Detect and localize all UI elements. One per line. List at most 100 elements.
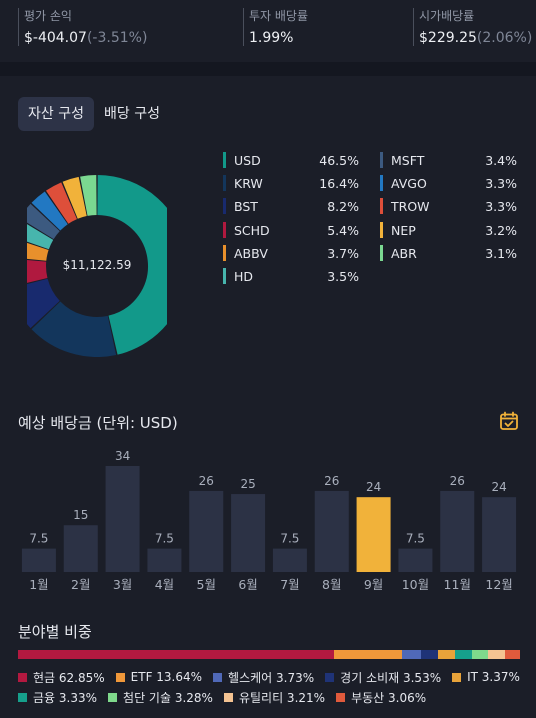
legend-swatch bbox=[223, 175, 226, 192]
sector-legend-item[interactable]: 첨단 기술 3.28% bbox=[108, 687, 213, 707]
sector-segment[interactable] bbox=[455, 650, 473, 659]
legend-swatch bbox=[223, 198, 226, 215]
stat-pnl-value: $-404.07(-3.51%) bbox=[24, 30, 147, 46]
bar-value-label: 24 bbox=[366, 480, 381, 494]
legend-swatch bbox=[223, 244, 226, 261]
bar-month-10[interactable] bbox=[398, 548, 433, 572]
donut-slice-abr[interactable] bbox=[80, 175, 98, 216]
legend-percent: 46.5% bbox=[319, 153, 359, 168]
sector-label: 헬스케어 3.73% bbox=[228, 670, 315, 685]
bar-month-9[interactable] bbox=[356, 497, 391, 572]
bar-month-2[interactable] bbox=[63, 525, 98, 572]
bar-value-label: 26 bbox=[199, 474, 214, 488]
sector-label: 현금 62.85% bbox=[33, 670, 105, 685]
sector-segment[interactable] bbox=[18, 650, 334, 659]
stat-market-yield-amount: $229.25 bbox=[419, 30, 477, 46]
month-tick-label: 6월 bbox=[238, 577, 257, 592]
bar-month-8[interactable] bbox=[314, 490, 349, 572]
donut-slice-schd[interactable] bbox=[27, 259, 48, 283]
donut-slice-hd[interactable] bbox=[27, 224, 54, 250]
bar-month-4[interactable] bbox=[147, 548, 182, 572]
sector-legend-item[interactable]: 현금 62.85% bbox=[18, 667, 105, 687]
bar-value-label: 26 bbox=[450, 474, 465, 488]
sector-legend-item[interactable]: 경기 소비재 3.53% bbox=[325, 667, 441, 687]
legend-item-avgo[interactable]: AVGO 3.3% bbox=[380, 174, 517, 197]
donut-slice-trow[interactable] bbox=[45, 182, 78, 225]
legend-item-msft[interactable]: MSFT 3.4% bbox=[380, 151, 517, 174]
sector-legend: 현금 62.85% ETF 13.64% 헬스케어 3.73% 경기 소비재 3.53… bbox=[18, 667, 528, 707]
donut-slice-msft[interactable] bbox=[27, 203, 61, 240]
month-tick-label: 5월 bbox=[197, 577, 216, 592]
legend-percent: 3.3% bbox=[485, 176, 517, 192]
sector-segment[interactable] bbox=[401, 650, 421, 659]
sector-legend-item[interactable]: ETF 13.64% bbox=[115, 667, 202, 687]
legend-name: KRW bbox=[234, 176, 263, 192]
sector-segment[interactable] bbox=[420, 650, 439, 659]
sector-legend-row: 금융 3.33% 첨단 기술 3.28% 유틸리티 3.21% 부동산 3.06% bbox=[18, 687, 528, 707]
bar-value-label: 7.5 bbox=[406, 532, 425, 546]
legend-item-abbv[interactable]: ABBV 3.7% bbox=[223, 244, 359, 267]
month-tick-label: 7월 bbox=[280, 577, 299, 592]
calendar-check-icon[interactable] bbox=[499, 411, 519, 431]
bar-value-label: 7.5 bbox=[155, 532, 174, 546]
donut-slice-abbv[interactable] bbox=[27, 242, 49, 262]
sector-swatch bbox=[325, 672, 335, 682]
legend-name: ABBV bbox=[234, 245, 268, 261]
donut-slice-krw[interactable] bbox=[31, 300, 117, 357]
month-tick-label: 3월 bbox=[113, 577, 132, 592]
legend-swatch bbox=[223, 221, 226, 238]
stat-market-yield-label: 시가배당률 bbox=[419, 9, 475, 23]
bar-month-5[interactable] bbox=[189, 490, 224, 572]
tab-asset-composition[interactable]: 자산 구성 bbox=[18, 97, 94, 131]
sector-segment[interactable] bbox=[438, 650, 456, 659]
legend-percent: 3.3% bbox=[485, 199, 517, 215]
bar-month-6[interactable] bbox=[231, 494, 266, 572]
donut-slice-bst[interactable] bbox=[27, 277, 61, 329]
legend-name: MSFT bbox=[391, 153, 425, 168]
legend-percent: 3.1% bbox=[485, 245, 517, 261]
sector-segment[interactable] bbox=[472, 650, 489, 659]
legend-item-schd[interactable]: SCHD 5.4% bbox=[223, 221, 359, 244]
tab-dividend-composition[interactable]: 배당 구성 bbox=[103, 106, 160, 122]
legend-percent: 3.5% bbox=[327, 268, 359, 284]
legend-item-hd[interactable]: HD 3.5% bbox=[223, 267, 359, 290]
donut-slice-usd[interactable] bbox=[96, 175, 167, 355]
legend-item-trow[interactable]: TROW 3.3% bbox=[380, 197, 517, 220]
bar-value-label: 15 bbox=[73, 508, 88, 522]
dividends-title: 예상 배당금 (단위: USD) bbox=[18, 414, 178, 432]
sector-swatch bbox=[223, 692, 233, 702]
legend-name: AVGO bbox=[391, 176, 427, 192]
stat-pnl-label: 평가 손익 bbox=[24, 9, 72, 23]
sector-label: 경기 소비재 3.53% bbox=[340, 670, 442, 685]
legend-item-nep[interactable]: NEP 3.2% bbox=[380, 221, 517, 244]
legend-swatch bbox=[223, 152, 226, 168]
sector-label: IT 3.37% bbox=[467, 670, 520, 684]
legend-item-bst[interactable]: BST 8.2% bbox=[223, 197, 359, 220]
legend-item-krw[interactable]: KRW 16.4% bbox=[223, 174, 359, 197]
bar-month-1[interactable] bbox=[21, 548, 56, 572]
legend-name: BST bbox=[234, 199, 258, 215]
sector-legend-item[interactable]: IT 3.37% bbox=[452, 667, 520, 687]
legend-name: USD bbox=[234, 153, 261, 168]
legend-swatch bbox=[380, 221, 383, 238]
legend-swatch bbox=[380, 198, 383, 215]
legend-item-abr[interactable]: ABR 3.1% bbox=[380, 244, 517, 267]
legend-percent: 8.2% bbox=[327, 199, 359, 215]
sector-legend-item[interactable]: 유틸리티 3.21% bbox=[223, 687, 325, 707]
bar-month-11[interactable] bbox=[440, 490, 475, 572]
sector-swatch bbox=[18, 672, 27, 682]
bar-month-7[interactable] bbox=[272, 548, 307, 572]
bar-month-12[interactable] bbox=[482, 497, 517, 572]
sector-legend-item[interactable]: 헬스케어 3.73% bbox=[213, 667, 314, 687]
legend-item-usd[interactable]: USD 46.5% bbox=[223, 151, 359, 174]
legend-percent: 3.2% bbox=[485, 222, 517, 238]
donut-slice-avgo[interactable] bbox=[31, 191, 69, 231]
donut-slice-nep[interactable] bbox=[62, 176, 88, 219]
sector-legend-item[interactable]: 금융 3.33% bbox=[18, 687, 97, 707]
legend-name: ABR bbox=[391, 245, 417, 261]
sector-legend-item[interactable]: 부동산 3.06% bbox=[336, 687, 426, 707]
sector-segment[interactable] bbox=[504, 650, 520, 659]
bar-month-3[interactable] bbox=[105, 466, 140, 572]
sector-segment[interactable] bbox=[333, 650, 402, 659]
sector-segment[interactable] bbox=[488, 650, 505, 659]
